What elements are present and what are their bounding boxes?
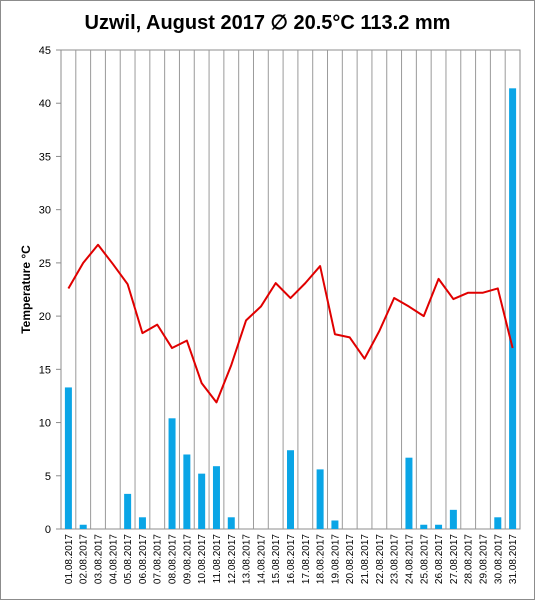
y-tick-label: 0 — [45, 524, 51, 536]
y-tick-label: 10 — [39, 418, 51, 430]
precipitation-bar — [316, 469, 324, 529]
precipitation-bar — [212, 466, 220, 529]
precipitation-bar — [287, 450, 294, 529]
precipitation-bar — [405, 457, 413, 529]
x-tick-label: 09.08.2017 — [182, 534, 193, 584]
x-tick-label: 19.08.2017 — [330, 534, 341, 584]
y-axis-ticks: 0 5 10 15 20 25 30 35 40 45 — [39, 45, 61, 536]
y-tick-label: 40 — [39, 98, 51, 110]
precipitation-bar — [449, 509, 457, 529]
x-tick-label: 25.08.2017 — [419, 534, 430, 584]
precipitation-bar — [168, 418, 176, 529]
x-tick-label: 24.08.2017 — [404, 534, 415, 584]
y-tick-label: 15 — [39, 364, 51, 376]
precipitation-bar — [227, 517, 235, 529]
x-tick-label: 07.08.2017 — [153, 534, 164, 584]
x-tick-label: 18.08.2017 — [316, 534, 327, 584]
precipitation-bar — [64, 387, 72, 529]
x-tick-label: 26.08.2017 — [434, 534, 445, 584]
precipitation-bar — [198, 473, 206, 529]
precipitation-bar — [494, 517, 502, 529]
precipitation-bar — [509, 88, 517, 529]
x-tick-label: 16.08.2017 — [286, 534, 297, 584]
x-axis-ticks: 01.08.2017 02.08.2017 03.08.2017 04.08.2017… — [64, 534, 519, 584]
precipitation-bar — [183, 454, 191, 529]
x-tick-label: 14.08.2017 — [256, 534, 267, 584]
precipitation-bar — [138, 517, 146, 529]
chart-title: Uzwil, August 2017 ∅ 20.5°C 113.2 mm — [84, 12, 451, 34]
y-tick-label: 30 — [39, 205, 51, 217]
x-tick-label: 20.08.2017 — [345, 534, 356, 584]
x-tick-label: 08.08.2017 — [168, 534, 179, 584]
x-tick-label: 23.08.2017 — [390, 534, 401, 584]
x-tick-label: 10.08.2017 — [197, 534, 208, 584]
y-tick-label: 35 — [39, 151, 51, 163]
precipitation-bar — [420, 524, 428, 529]
x-tick-label: 28.08.2017 — [464, 534, 475, 584]
precipitation-bar — [124, 493, 132, 529]
precipitation-bar — [79, 524, 87, 529]
temperature-series-line — [67, 243, 514, 404]
x-tick-label: 17.08.2017 — [301, 534, 312, 584]
x-tick-label: 05.08.2017 — [123, 534, 134, 584]
x-tick-label: 27.08.2017 — [449, 534, 460, 584]
y-tick-label: 20 — [39, 311, 51, 323]
x-tick-label: 31.08.2017 — [508, 534, 519, 584]
precipitation-bars — [64, 88, 517, 529]
x-tick-label: 03.08.2017 — [94, 534, 105, 584]
x-tick-label: 22.08.2017 — [375, 534, 386, 584]
x-tick-label: 30.08.2017 — [493, 534, 504, 584]
precipitation-bar — [331, 520, 339, 529]
y-tick-label: 25 — [39, 258, 51, 270]
x-tick-label: 06.08.2017 — [138, 534, 149, 584]
y-tick-label: 45 — [39, 45, 51, 57]
x-tick-label: 12.08.2017 — [227, 534, 238, 584]
y-axis-label: Temperature °C — [19, 245, 33, 334]
x-tick-label: 01.08.2017 — [64, 534, 75, 584]
precipitation-bar — [435, 524, 443, 529]
x-tick-label: 02.08.2017 — [79, 534, 90, 584]
x-tick-label: 21.08.2017 — [360, 534, 371, 584]
x-tick-label: 29.08.2017 — [478, 534, 489, 584]
x-tick-label: 15.08.2017 — [271, 534, 282, 584]
x-tick-label: 04.08.2017 — [108, 534, 119, 584]
y-tick-label: 5 — [45, 471, 51, 483]
x-tick-label: 13.08.2017 — [242, 534, 253, 584]
temperature-line — [67, 243, 514, 404]
x-tick-label: 11.08.2017 — [212, 534, 223, 584]
